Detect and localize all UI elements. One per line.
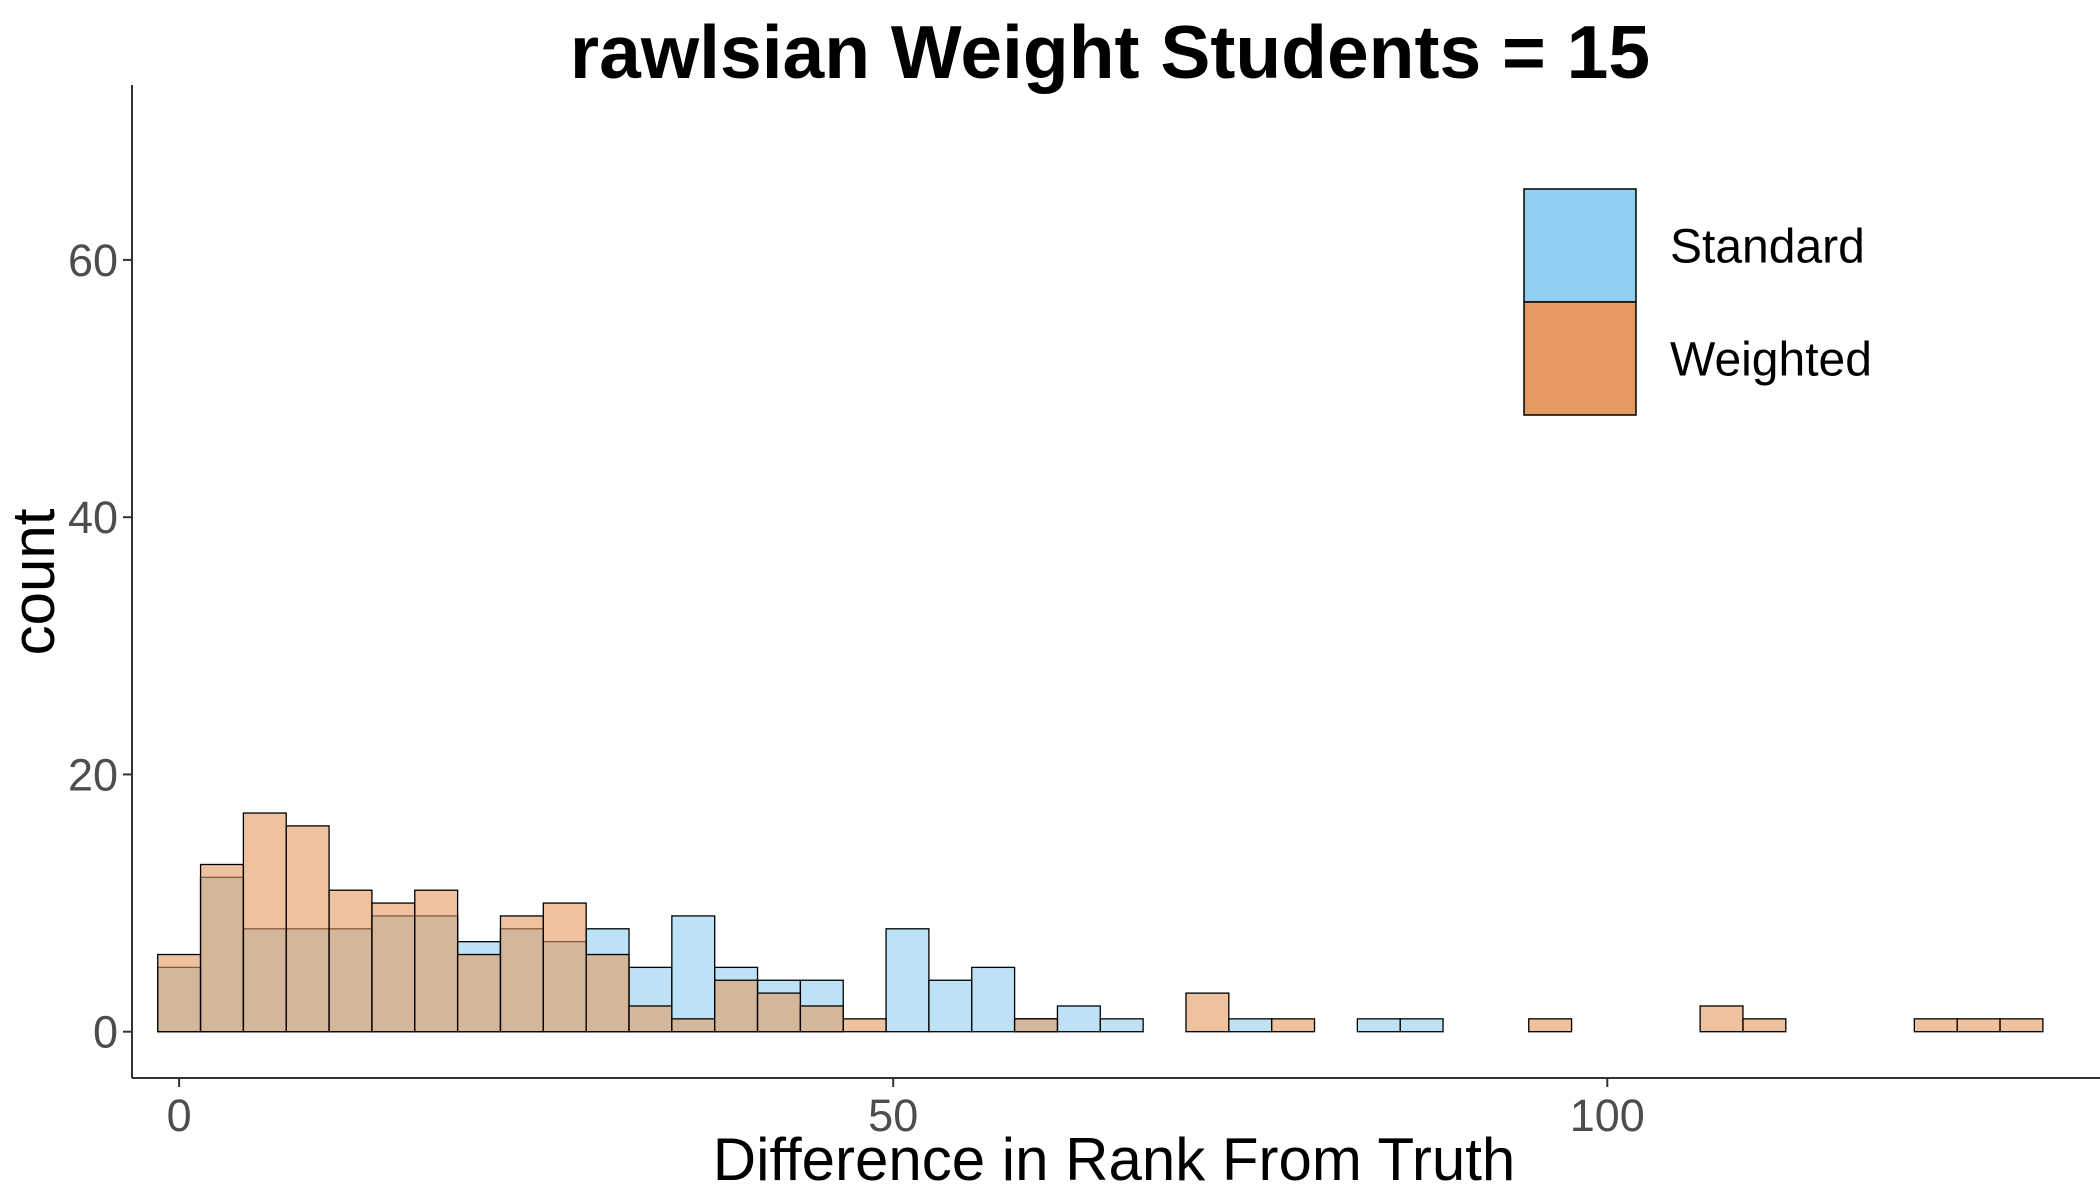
standard-bar-12 — [671, 915, 716, 1033]
standard-bar-22 — [1099, 1018, 1144, 1033]
weighted-bar-6 — [414, 889, 459, 1033]
standard-bar-18 — [928, 979, 973, 1033]
weighted-bar-10 — [585, 953, 630, 1033]
weighted-bar-7 — [456, 953, 502, 1033]
weighted-bar-5 — [371, 902, 416, 1033]
weighted-bar-37 — [1742, 1018, 1787, 1033]
legend-key-weighted — [1523, 301, 1637, 416]
weighted-bar-3 — [285, 825, 330, 1033]
standard-bar-19 — [971, 966, 1016, 1033]
weighted-bar-15 — [799, 1005, 844, 1033]
weighted-bar-16 — [842, 1018, 887, 1033]
weighted-bar-43 — [1999, 1018, 2044, 1033]
standard-bar-29 — [1399, 1018, 1444, 1033]
weighted-series-bars — [157, 812, 2044, 1033]
weighted-bar-42 — [1956, 1018, 2001, 1033]
x-tick-label-0: 0 — [167, 1090, 192, 1141]
weighted-bar-24 — [1185, 992, 1230, 1033]
weighted-bar-32 — [1528, 1018, 1573, 1033]
weighted-bar-12 — [671, 1018, 716, 1033]
x-tick-label-50: 50 — [868, 1090, 918, 1141]
y-tick-label-60: 60 — [68, 235, 118, 286]
y-axis-label: count — [0, 508, 67, 655]
weighted-bar-9 — [542, 902, 587, 1033]
weighted-bar-20 — [1013, 1018, 1059, 1033]
x-axis-label: Difference in Rank From Truth — [713, 1126, 1516, 1193]
y-axis-ticks: 0 20 40 60 — [68, 235, 132, 1058]
legend-label-weighted: Weighted — [1670, 334, 1872, 387]
y-tick-label-20: 20 — [68, 749, 118, 800]
standard-bar-21 — [1056, 1005, 1101, 1033]
legend: Standard Weighted — [1523, 188, 1872, 416]
weighted-bar-11 — [628, 1005, 673, 1033]
weighted-bar-1 — [199, 863, 245, 1033]
x-axis-ticks: 0 50 100 — [167, 1078, 1645, 1141]
weighted-bar-4 — [328, 889, 373, 1033]
weighted-bar-0 — [157, 953, 202, 1033]
legend-key-standard — [1523, 188, 1637, 303]
weighted-bar-14 — [756, 992, 802, 1033]
y-tick-label-0: 0 — [93, 1007, 118, 1058]
weighted-bar-2 — [242, 812, 287, 1033]
standard-bar-25 — [1228, 1018, 1273, 1033]
weighted-bar-36 — [1699, 1005, 1744, 1033]
weighted-bar-41 — [1913, 1018, 1958, 1033]
chart-title: rawlsian Weight Students = 15 — [570, 10, 1650, 94]
standard-bar-17 — [885, 928, 930, 1033]
legend-label-standard: Standard — [1670, 221, 1865, 274]
weighted-bar-26 — [1271, 1018, 1316, 1033]
weighted-bar-13 — [714, 979, 759, 1033]
standard-bar-28 — [1356, 1018, 1401, 1033]
y-tick-label-40: 40 — [68, 492, 118, 543]
weighted-bar-8 — [499, 915, 544, 1033]
x-tick-label-100: 100 — [1570, 1090, 1645, 1141]
